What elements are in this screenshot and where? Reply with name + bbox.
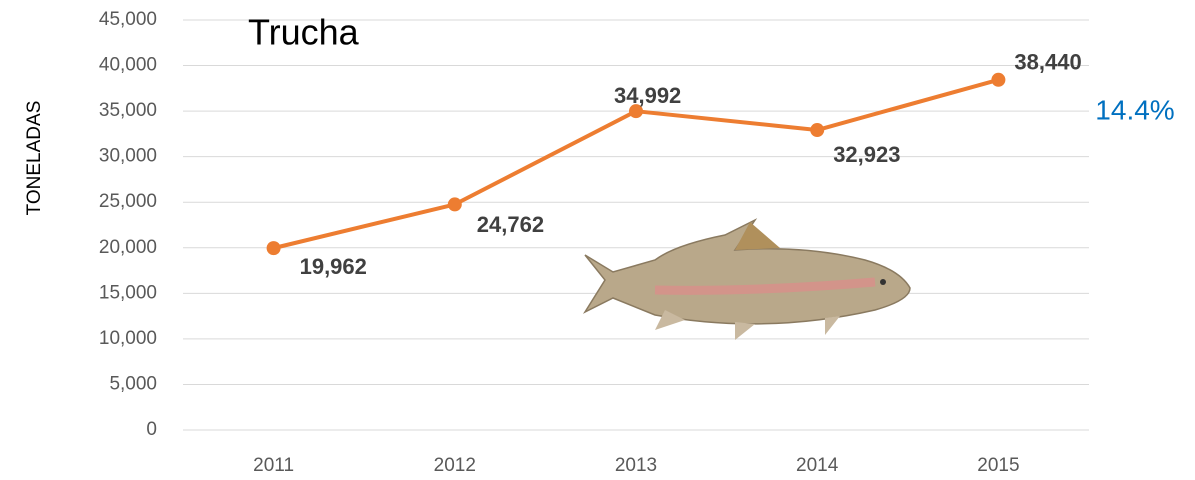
y-tick-label: 10,000	[99, 328, 157, 349]
value-label: 24,762	[477, 212, 544, 237]
value-label: 38,440	[1014, 50, 1081, 75]
y-tick-label: 0	[146, 419, 157, 440]
annotation: 14.4%	[1095, 94, 1174, 125]
y-axis-title: TONELADAS	[24, 101, 45, 216]
y-tick-label: 15,000	[99, 282, 157, 303]
grid	[183, 19, 1089, 431]
y-tick-label: 35,000	[99, 100, 157, 121]
value-label: 32,923	[833, 142, 900, 167]
y-tick-label: 25,000	[99, 191, 157, 212]
point	[991, 72, 1006, 87]
y-tick-label: 30,000	[99, 146, 157, 167]
chart-title: Trucha	[248, 12, 360, 53]
value-label: 19,962	[300, 254, 367, 279]
point	[447, 197, 462, 212]
x-tick-label: 2014	[796, 455, 839, 476]
fish-illustration	[582, 218, 911, 340]
point	[266, 241, 281, 256]
y-tick-label: 40,000	[99, 55, 157, 76]
x-tick-label: 2011	[253, 455, 294, 476]
x-tick-label: 2013	[615, 455, 657, 476]
x-tick-label: 2015	[977, 455, 1019, 476]
point	[629, 104, 643, 119]
point	[810, 123, 825, 138]
value-label: 34,992	[614, 83, 681, 108]
x-tick-label: 2012	[434, 455, 476, 476]
y-tick-label: 45,000	[99, 9, 157, 30]
y-tick-label: 20,000	[99, 237, 157, 258]
y-tick-label: 5,000	[109, 373, 157, 394]
